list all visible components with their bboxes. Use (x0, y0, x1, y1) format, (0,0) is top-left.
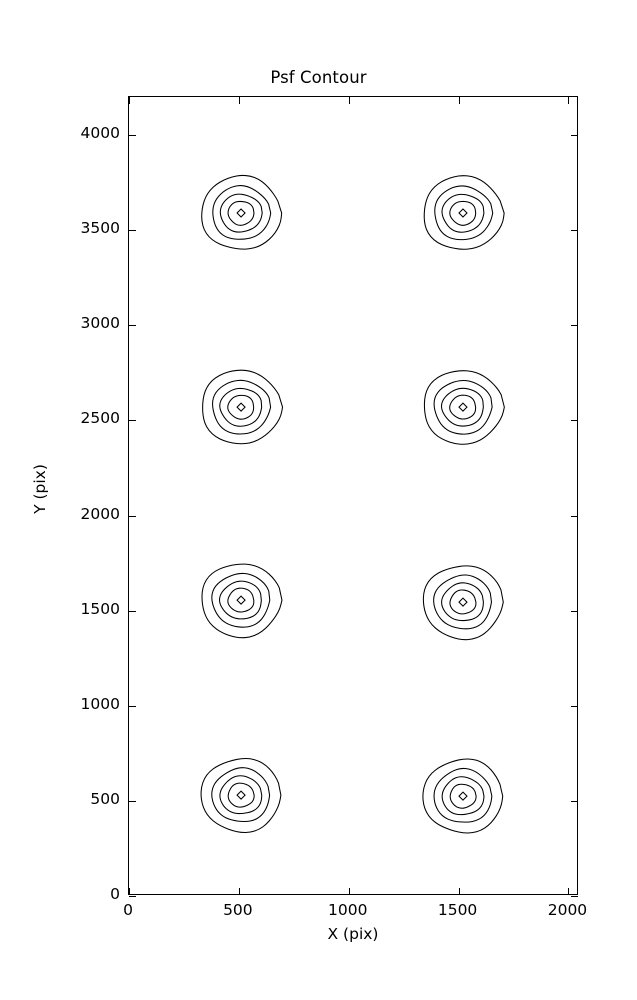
psf-source (423, 370, 505, 445)
x-axis-tick-label: 2000 (547, 901, 588, 919)
contour-level (458, 208, 468, 218)
psf-source (202, 369, 284, 445)
y-axis-tick-label: 500 (90, 789, 120, 808)
contour-series (200, 174, 505, 834)
y-axis-tick-label: 2000 (80, 504, 120, 523)
y-axis-tick (128, 800, 136, 802)
x-axis-tick-mirror (238, 96, 240, 104)
x-axis-tick-label: 0 (123, 901, 133, 919)
x-axis-tick-mirror (458, 96, 460, 104)
contour-level (212, 379, 272, 435)
y-axis-tick-label: 1500 (80, 599, 120, 618)
psf-source (422, 565, 504, 641)
y-axis-tick-mirror (570, 325, 578, 327)
x-axis-tick-label: 500 (223, 901, 253, 919)
y-axis-tick (128, 135, 136, 137)
y-axis-tick-mirror (570, 230, 578, 232)
contour-level (201, 174, 283, 250)
x-axis-tick (129, 887, 130, 895)
contour-level (423, 370, 505, 445)
y-axis-tick-label: 3000 (80, 314, 120, 333)
y-axis-tick-mirror (570, 515, 578, 517)
contour-level (200, 758, 282, 834)
contour-level (441, 582, 484, 622)
x-axis-tick-label: 1000 (327, 901, 368, 919)
contour-level (458, 597, 468, 607)
y-axis-tick-mirror (570, 896, 578, 897)
x-axis-tick (568, 887, 570, 895)
y-axis-tick-mirror (570, 135, 578, 137)
x-axis-tick-mirror (348, 96, 350, 104)
y-axis-tick-mirror (570, 420, 578, 422)
contour-level (434, 185, 494, 241)
y-axis-tick-label: 4000 (80, 124, 120, 143)
contour-level (219, 775, 263, 815)
contour-level (458, 402, 468, 412)
y-axis-label: Y (pix) (31, 464, 49, 514)
x-axis-tick (458, 887, 460, 895)
psf-source (201, 563, 283, 639)
y-axis-tick-label: 1000 (80, 694, 120, 713)
contour-level (227, 587, 255, 613)
contour-level (433, 767, 493, 823)
y-axis-tick-mirror (570, 705, 578, 707)
contour-level (211, 572, 271, 628)
contour-level (219, 387, 263, 427)
contour-level (227, 200, 255, 226)
contour-level (441, 776, 485, 816)
y-axis-tick (128, 705, 136, 707)
contour-level (227, 782, 255, 808)
x-axis-tick-label: 1500 (437, 901, 478, 919)
y-axis-tick-label: 2500 (80, 409, 120, 428)
contour-level (449, 200, 477, 226)
psf-source (200, 758, 282, 834)
x-axis-tick-mirror (568, 96, 570, 104)
contour-level (449, 783, 477, 809)
x-axis-tick (238, 887, 240, 895)
contour-level (212, 185, 272, 240)
contour-level (422, 758, 504, 834)
x-axis-tick-mirror (129, 96, 130, 104)
y-axis-tick (128, 610, 136, 612)
contour-level (422, 565, 504, 641)
x-axis-label: X (pix) (327, 925, 379, 943)
contour-level (449, 394, 477, 420)
y-axis-tick (128, 230, 136, 232)
contour-level (236, 208, 246, 218)
y-axis-tick (128, 515, 136, 517)
y-axis-tick (128, 896, 136, 897)
plot-axes (128, 96, 578, 897)
contour-level (219, 580, 262, 620)
y-axis-tick-label: 3500 (80, 219, 120, 238)
contour-level (458, 791, 468, 801)
contour-level (423, 175, 505, 250)
contour-level (441, 193, 485, 233)
x-axis-tick (348, 887, 350, 895)
y-axis-tick-label: 0 (110, 885, 120, 903)
contour-level (440, 387, 484, 427)
contour-level (202, 369, 284, 445)
y-axis-tick-mirror (570, 800, 578, 802)
psf-source (422, 758, 504, 834)
y-axis-tick (128, 325, 136, 327)
contour-level (211, 767, 271, 823)
page-title: Psf Contour (270, 68, 367, 87)
contour-level (433, 379, 493, 435)
contour-level (201, 563, 283, 639)
psf-source (201, 174, 283, 250)
contour-level (236, 595, 246, 605)
contour-level (219, 193, 263, 233)
contour-level (227, 394, 255, 420)
y-axis-tick-mirror (570, 610, 578, 612)
contour-level (236, 402, 246, 412)
contour-level (236, 790, 246, 800)
y-axis-tick (128, 420, 136, 422)
contour-level (449, 589, 477, 615)
contour-level (433, 574, 493, 630)
psf-source (423, 175, 505, 250)
contour-plot-area (129, 97, 577, 894)
